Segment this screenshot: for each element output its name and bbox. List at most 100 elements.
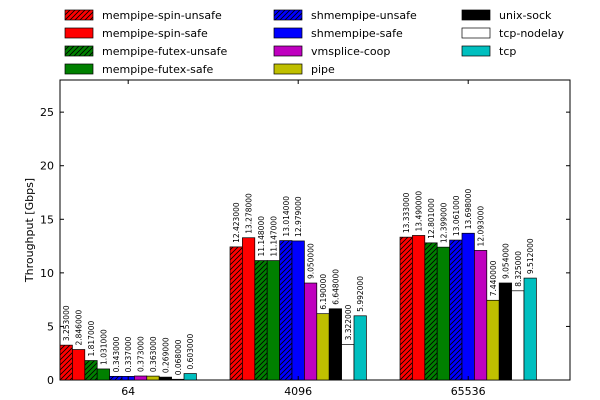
x-tick-label: 65536 [451,385,486,398]
data-label: 3.322000 [344,304,353,340]
data-label: 0.337000 [124,336,133,372]
data-label: 0.373000 [137,336,146,372]
bar-pipe-4096 [316,313,330,381]
data-label: 8.325000 [514,251,523,287]
bar-mempipe-spin-safe-65536 [412,235,426,381]
legend-label-mempipe-spin-safe: mempipe-spin-safe [102,27,208,40]
legend-label-pipe: pipe [311,63,335,76]
legend: mempipe-spin-unsafe mempipe-spin-safe memp… [64,9,565,76]
bar-shmempipe-unsafe-64 [109,375,123,381]
bar-mempipe-spin-unsafe-65536 [399,236,413,381]
bar-vmsplice-coop-4096 [304,282,318,381]
y-tick-label: 15 [40,213,54,226]
data-label: 11.148000 [257,216,266,257]
legend-label-unix-sock: unix-sock [499,9,552,22]
bar-pipe-65536 [486,299,500,381]
data-label: 12.399000 [439,202,448,243]
data-label: 2.846000 [75,309,84,345]
bar-unix-sock-65536 [498,282,512,381]
legend-swatch-mempipe-futex-unsafe [64,45,94,57]
data-label: 5.992000 [356,276,365,312]
bar-tcp-64 [183,373,197,381]
plot-area: 0 5 10 15 20 25 Throughput [Gbps] 3.253000 2.846… [23,79,571,398]
bar-shmempipe-safe-65536 [461,232,475,381]
data-label: 6.190000 [319,274,328,310]
data-label: 3.253000 [62,305,71,341]
legend-swatch-mempipe-futex-safe [64,63,94,75]
bar-mempipe-futex-unsafe-64 [84,360,98,381]
legend-swatch-tcp-nodelay [461,27,491,39]
bar-mempipe-spin-unsafe-4096 [229,246,243,381]
legend-swatch-mempipe-spin-unsafe [64,9,94,21]
bar-tcp-nodelay-4096 [341,344,355,381]
legend-label-shmempipe-unsafe: shmempipe-unsafe [311,9,417,22]
legend-label-mempipe-futex-unsafe: mempipe-futex-unsafe [102,45,227,58]
bar-mempipe-futex-unsafe-4096 [254,260,268,381]
data-label: 0.343000 [112,336,121,372]
data-label: 1.817000 [87,321,96,357]
bar-mempipe-futex-safe-65536 [436,246,450,381]
y-axis-label: Throughput [Gbps] [23,178,36,283]
y-tick-label: 25 [40,106,54,119]
data-label: 7.440000 [489,260,498,296]
legend-swatch-pipe [273,63,303,75]
bar-shmempipe-unsafe-65536 [449,239,463,381]
data-label: 6.648000 [331,269,340,305]
data-label: 13.278000 [245,193,254,234]
bar-mempipe-futex-unsafe-65536 [424,242,438,381]
data-label: 9.050000 [307,243,316,279]
y-tick-label: 5 [47,320,54,333]
bar-shmempipe-unsafe-4096 [279,240,293,381]
bar-mempipe-futex-safe-64 [96,368,110,381]
data-label: 1.031000 [99,329,108,365]
legend-swatch-shmempipe-unsafe [273,9,303,21]
data-label: 0.603000 [186,334,195,370]
data-label: 9.512000 [526,238,535,274]
bar-mempipe-spin-safe-4096 [242,237,256,381]
x-tick-label: 64 [121,385,135,398]
legend-label-mempipe-futex-safe: mempipe-futex-safe [102,63,214,76]
y-tick-label: 10 [40,267,54,280]
data-label: 13.061000 [452,195,461,236]
legend-swatch-mempipe-spin-safe [64,27,94,39]
data-label: 12.093000 [477,206,486,247]
data-label: 0.068000 [174,339,183,375]
data-label: 13.490000 [415,191,424,232]
bar-tcp-65536 [523,277,537,381]
bar-vmsplice-coop-65536 [474,250,488,381]
legend-label-tcp-nodelay: tcp-nodelay [499,27,565,40]
bar-tcp-nodelay-65536 [511,290,525,381]
x-tick-label: 4096 [284,385,312,398]
bar-unix-sock-4096 [328,308,342,381]
data-label: 13.014000 [282,196,291,237]
data-label: 12.423000 [232,202,241,243]
data-label: 13.698000 [464,188,473,229]
legend-swatch-vmsplice-coop [273,45,303,57]
legend-label-shmempipe-safe: shmempipe-safe [311,27,403,40]
bar-unix-sock-64 [158,376,172,381]
bar-mempipe-futex-safe-4096 [266,260,280,381]
data-label: 9.054000 [501,243,510,279]
data-label: 12.979000 [294,196,303,237]
bar-mempipe-spin-unsafe-64 [59,344,73,381]
data-label: 13.333000 [402,192,411,233]
legend-label-mempipe-spin-unsafe: mempipe-spin-unsafe [102,9,222,22]
bar-shmempipe-safe-4096 [291,240,305,381]
data-label: 12.801000 [427,198,436,239]
bar-vmsplice-coop-64 [134,375,148,381]
bar-pipe-64 [146,375,160,381]
bar-tcp-nodelay-64 [171,378,185,381]
y-tick-label: 20 [40,160,54,173]
legend-swatch-unix-sock [461,9,491,21]
legend-swatch-shmempipe-safe [273,27,303,39]
legend-swatch-tcp [461,45,491,57]
data-label: 0.363000 [149,336,158,372]
legend-label-tcp: tcp [499,45,516,58]
data-label: 11.147000 [269,216,278,257]
bar-mempipe-spin-safe-64 [72,349,86,381]
y-tick-label: 0 [47,374,54,387]
legend-label-vmsplice-coop: vmsplice-coop [311,45,390,58]
data-label: 0.269000 [161,337,170,373]
bar-tcp-4096 [353,315,367,381]
